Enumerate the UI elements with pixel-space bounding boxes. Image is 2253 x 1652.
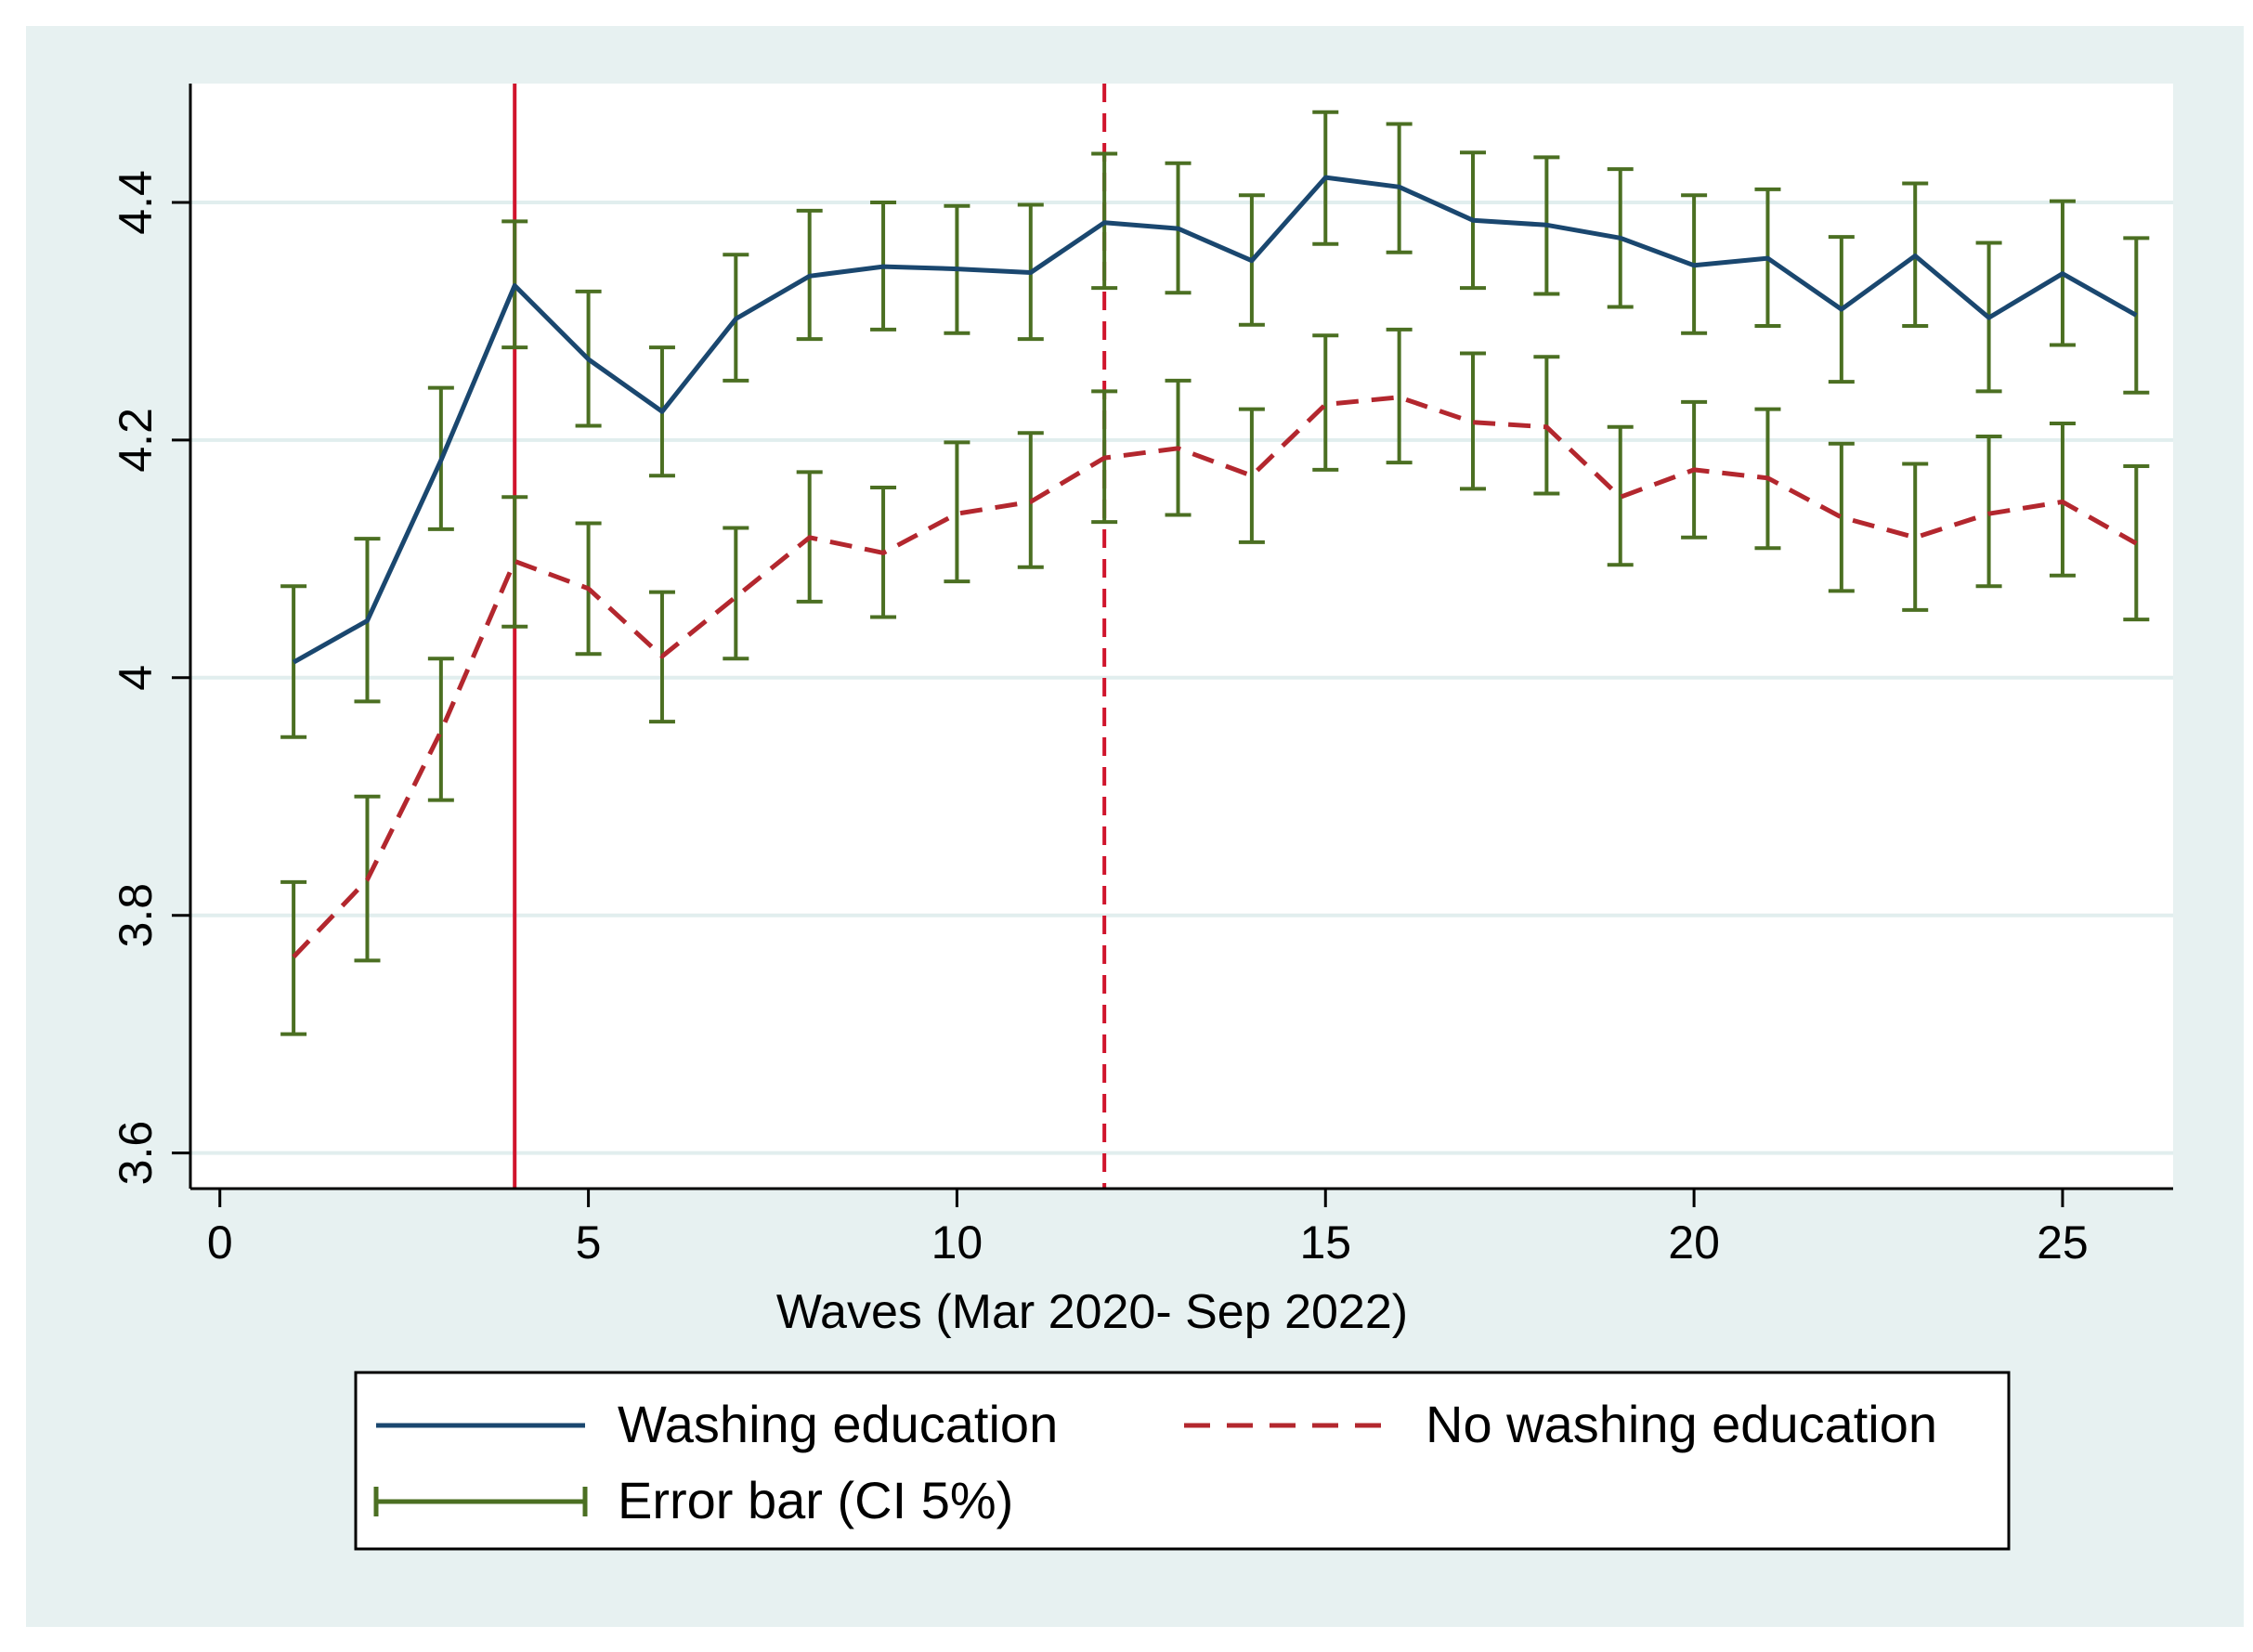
error-bar-s1-3 xyxy=(427,657,454,802)
x-tick-label-25: 25 xyxy=(2037,1216,2089,1268)
error-bar-s1-19 xyxy=(1607,424,1634,567)
error-bar-s1-22 xyxy=(1828,441,1855,593)
series-line-no-washing xyxy=(292,395,2138,959)
x-axis-title: Waves (Mar 2020- Sep 2022) xyxy=(776,1285,1408,1339)
legend-label-no-washing: No washing education xyxy=(1426,1395,1937,1453)
y-tick-label-1: 3.8 xyxy=(110,883,162,948)
series-lines xyxy=(292,175,2138,959)
error-bar-s1-23 xyxy=(1902,462,1929,612)
x-tick-label-15: 15 xyxy=(1299,1216,1351,1268)
y-tick-label-2: 4 xyxy=(110,665,162,691)
error-bar-s1-14 xyxy=(1238,407,1265,544)
y-tick-label-4: 4.4 xyxy=(110,170,162,235)
x-tick-label-10: 10 xyxy=(931,1216,983,1268)
legend-swatch-error-bar xyxy=(373,1487,588,1516)
y-tick-label-0: 3.6 xyxy=(110,1121,162,1186)
error-bar-s1-25 xyxy=(2049,421,2076,578)
error-bar-s1-24 xyxy=(1975,435,2002,589)
error-bar-s0-26 xyxy=(2123,236,2150,395)
error-bar-s1-10 xyxy=(944,440,970,584)
gridlines xyxy=(190,200,2173,1155)
legend: Washing education No washing education E… xyxy=(354,1371,2011,1551)
error-bar-s1-4 xyxy=(501,495,528,629)
plot-area xyxy=(190,84,2173,1189)
x-tick-label-5: 5 xyxy=(576,1216,602,1268)
error-bar-s1-1 xyxy=(280,879,307,1036)
x-tick-label-0: 0 xyxy=(207,1216,233,1268)
y-tick-label-3: 4.2 xyxy=(110,408,162,473)
legend-label-washing: Washing education xyxy=(618,1395,1058,1453)
error-bar-s1-16 xyxy=(1386,327,1413,465)
legend-box xyxy=(354,1371,2011,1551)
series-line-washing xyxy=(292,175,2138,665)
error-bar-s1-15 xyxy=(1312,333,1339,472)
x-tick-label-20: 20 xyxy=(1668,1216,1720,1268)
error-bar-s1-17 xyxy=(1460,351,1487,491)
axes: 0 5 10 15 20 25 3.6 3.8 4 4.2 4.4 xyxy=(110,84,2173,1268)
legend-label-error-bar: Error bar (CI 5%) xyxy=(618,1471,1013,1529)
error-bar-s1-7 xyxy=(723,526,749,661)
